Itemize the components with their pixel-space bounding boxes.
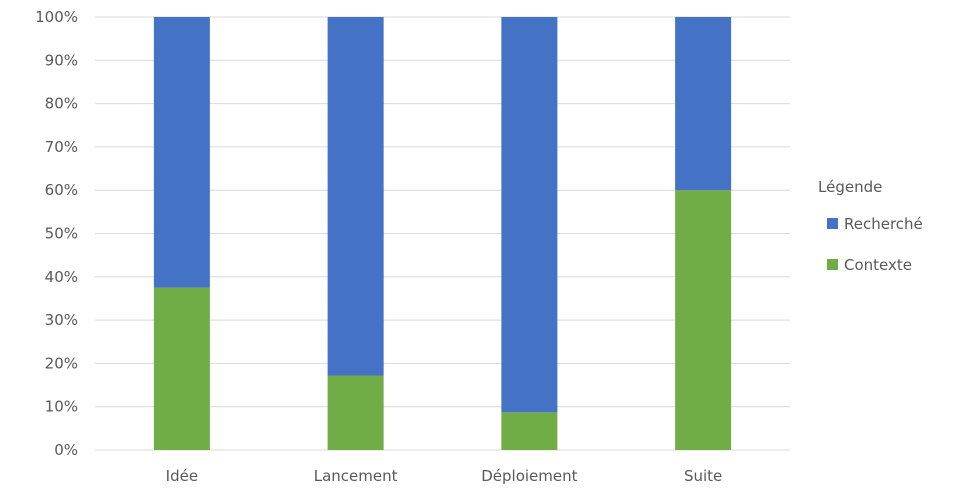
legend-label: Recherché: [844, 215, 923, 233]
bar-contexte-1: [327, 375, 384, 450]
x-axis-category-labels: Idée Lancement Déploiement Suite: [166, 467, 723, 485]
y-tick-label: 30%: [45, 311, 78, 329]
legend-swatch: [827, 259, 838, 270]
x-category-label: Déploiement: [481, 467, 577, 485]
y-tick-label: 20%: [45, 354, 78, 372]
bar-contexte-0: [153, 287, 210, 450]
y-tick-label: 90%: [45, 51, 78, 69]
y-tick-label: 40%: [45, 268, 78, 286]
bar-contexte-2: [501, 412, 558, 450]
y-tick-label: 60%: [45, 181, 78, 199]
legend-swatch: [827, 218, 838, 229]
y-tick-label: 0%: [54, 441, 78, 459]
y-tick-label: 80%: [45, 95, 78, 113]
bar-recherché-2: [501, 17, 558, 413]
y-tick-label: 10%: [45, 398, 78, 416]
y-tick-label: 100%: [35, 8, 78, 26]
legend-title: Légende: [818, 178, 882, 196]
x-category-label: Suite: [684, 467, 722, 485]
bar-recherché-1: [327, 17, 384, 376]
gridlines: [95, 16, 790, 451]
y-axis-tick-labels: 0% 10% 20% 30% 40% 50% 60% 70% 80% 90% 100%: [35, 8, 78, 459]
legend-label: Contexte: [844, 256, 912, 274]
legend: Légende Recherché Contexte: [818, 178, 923, 274]
x-category-label: Idée: [166, 467, 198, 485]
bar-contexte-3: [675, 190, 732, 450]
bar-recherché-0: [153, 17, 210, 288]
bar-recherché-3: [675, 17, 732, 191]
bars: [153, 17, 732, 450]
y-tick-label: 70%: [45, 138, 78, 156]
x-category-label: Lancement: [314, 467, 398, 485]
y-tick-label: 50%: [45, 225, 78, 243]
